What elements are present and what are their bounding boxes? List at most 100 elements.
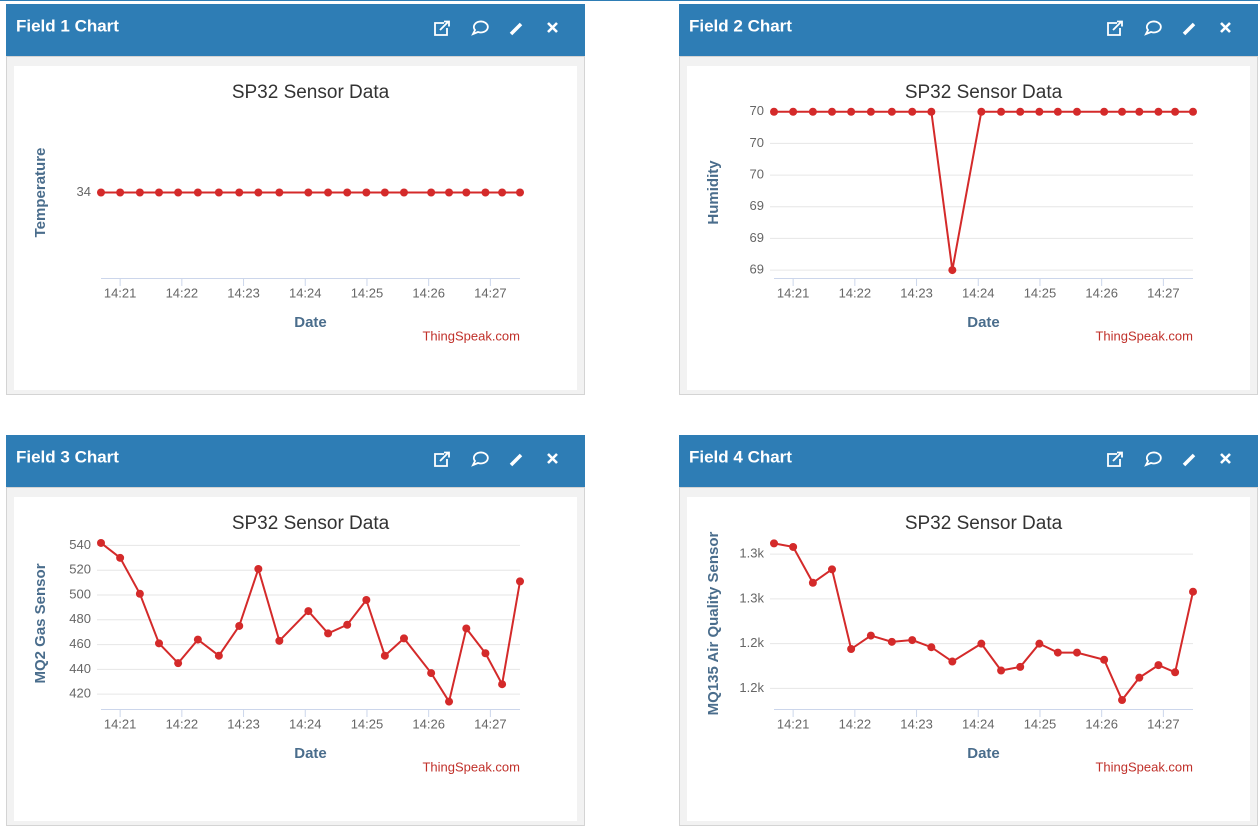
data-point (462, 188, 471, 197)
data-point (808, 578, 817, 587)
data-point (1072, 648, 1081, 657)
data-point (498, 188, 507, 197)
data-point (1154, 107, 1163, 116)
data-point (948, 657, 957, 666)
close-icon[interactable] (547, 22, 558, 33)
panel-title: Field 4 Chart (689, 447, 792, 466)
x-tick-label: 14:26 (1085, 285, 1118, 300)
data-point (97, 538, 105, 547)
edit-icon[interactable] (1182, 22, 1196, 36)
panel-header (6, 435, 585, 487)
open-icon[interactable] (434, 20, 450, 36)
x-tick-label: 14:23 (900, 285, 933, 300)
icon-shape (471, 451, 489, 467)
y-tick-label: 420 (69, 686, 91, 701)
x-axis-label: Date (967, 314, 1000, 331)
data-point (445, 697, 454, 706)
x-tick-label: 14:21 (104, 285, 137, 300)
chart-title: SP32 Sensor Data (232, 513, 390, 534)
close-icon[interactable] (1220, 22, 1231, 33)
data-point (1035, 639, 1044, 648)
icon-shape (1144, 451, 1162, 467)
data-point (275, 188, 284, 197)
open-icon[interactable] (434, 451, 450, 467)
credit: ThingSpeak.com (1095, 328, 1193, 343)
open-icon[interactable] (1107, 20, 1123, 36)
edit-icon[interactable] (1182, 453, 1196, 467)
close-icon[interactable] (1220, 453, 1231, 464)
data-point (927, 107, 936, 116)
x-tick-label: 14:23 (227, 285, 260, 300)
data-point (214, 651, 223, 660)
x-tick-label: 14:23 (227, 716, 260, 731)
y-axis-label: Humidity (705, 160, 722, 225)
x-tick-label: 14:26 (412, 716, 445, 731)
data-point (908, 107, 917, 116)
y-tick-label: 440 (69, 661, 91, 676)
data-point (214, 188, 223, 197)
data-point (399, 188, 408, 197)
y-tick-label: 520 (69, 562, 91, 577)
data-point (235, 621, 244, 630)
data-point (1053, 107, 1062, 116)
x-tick-label: 14:22 (166, 285, 199, 300)
data-point (977, 107, 986, 116)
data-point (174, 188, 183, 197)
edit-icon[interactable] (509, 22, 523, 36)
data-point (380, 188, 389, 197)
data-point (1118, 696, 1127, 705)
comment-icon[interactable] (1144, 20, 1162, 36)
data-line (100, 542, 521, 705)
data-point (362, 188, 371, 197)
y-tick-label: 69 (750, 262, 764, 277)
x-tick-label: 14:22 (839, 716, 872, 731)
panel-header (679, 4, 1258, 56)
comment-icon[interactable] (471, 20, 489, 36)
x-tick-label: 14:24 (962, 285, 995, 300)
data-point (135, 589, 144, 598)
x-tick-label: 14:22 (839, 285, 872, 300)
icon-shape (1220, 22, 1231, 33)
icon-shape (1144, 20, 1162, 36)
data-point (866, 631, 875, 640)
data-point (155, 188, 164, 197)
data-point (380, 651, 389, 660)
data-point (770, 107, 778, 116)
data-point (1100, 655, 1109, 664)
x-axis-label: Date (967, 745, 1000, 762)
y-tick-label: 69 (750, 230, 764, 245)
icon-shape (471, 20, 489, 36)
icon-shape (1182, 22, 1196, 36)
y-axis-label: Temperature (32, 148, 49, 238)
x-tick-label: 14:27 (1147, 285, 1180, 300)
panel-title: Field 2 Chart (689, 16, 792, 35)
data-point (116, 553, 125, 562)
data-point (155, 639, 164, 648)
data-point (789, 542, 798, 551)
data-point (828, 107, 837, 116)
comment-icon[interactable] (471, 451, 489, 467)
data-point (135, 188, 144, 197)
data-point (324, 629, 333, 638)
data-point (908, 636, 917, 645)
x-axis-label: Date (294, 745, 327, 762)
x-tick-label: 14:27 (474, 716, 507, 731)
close-icon[interactable] (547, 453, 558, 464)
chart-title: SP32 Sensor Data (905, 513, 1063, 534)
panel-header (6, 4, 585, 56)
x-tick-label: 14:24 (289, 716, 322, 731)
x-tick-label: 14:25 (351, 716, 384, 731)
data-point (1189, 107, 1197, 116)
data-point (866, 107, 875, 116)
data-point (948, 266, 957, 275)
open-icon[interactable] (1107, 451, 1123, 467)
x-tick-label: 14:25 (351, 285, 384, 300)
x-tick-label: 14:22 (166, 716, 199, 731)
edit-icon[interactable] (509, 453, 523, 467)
data-point (1016, 662, 1025, 671)
data-point (116, 188, 125, 197)
comment-icon[interactable] (1144, 451, 1162, 467)
x-tick-label: 14:21 (777, 716, 810, 731)
y-tick-label: 1.2k (739, 680, 764, 695)
